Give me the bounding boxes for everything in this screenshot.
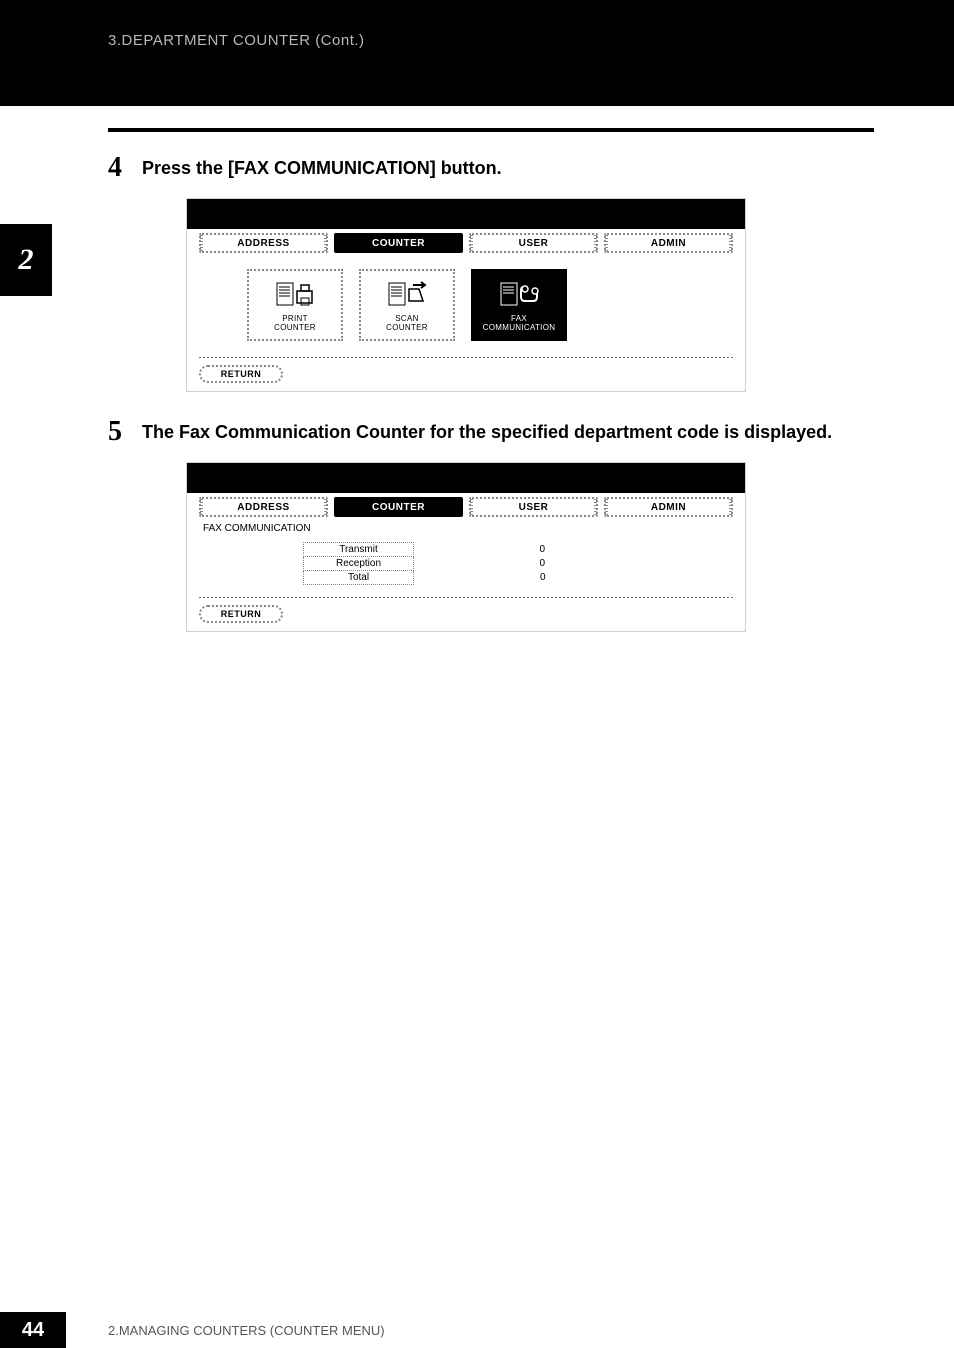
fax-icon <box>497 277 541 311</box>
table-row: Total 0 <box>304 571 554 585</box>
lcd-status-bar <box>187 199 745 229</box>
return-label: RETURN <box>221 609 262 619</box>
tab-user[interactable]: USER <box>469 233 598 253</box>
tab-label: ADDRESS <box>237 502 289 513</box>
tab-admin[interactable]: ADMIN <box>604 233 733 253</box>
step-number: 5 <box>108 416 130 448</box>
return-button[interactable]: RETURN <box>199 605 283 623</box>
row-label: Reception <box>304 557 414 571</box>
header-band: 3.DEPARTMENT COUNTER (Cont.) <box>0 0 954 106</box>
fax-communication-button[interactable]: FAX COMMUNICATION <box>471 269 567 341</box>
tab-counter[interactable]: COUNTER <box>334 233 463 253</box>
tab-label: COUNTER <box>372 238 425 249</box>
chapter-marker: 2 <box>0 224 52 296</box>
icon-row: PRINT COUNTER <box>187 257 745 357</box>
tab-label: ADMIN <box>651 238 686 249</box>
tab-row: ADDRESS COUNTER USER ADMIN <box>187 493 745 521</box>
step-text: Press the [FAX COMMUNICATION] button. <box>142 152 502 180</box>
row-label: Total <box>304 571 414 585</box>
scanner-icon <box>385 277 429 311</box>
footer: 44 2.MANAGING COUNTERS (COUNTER MENU) <box>0 1312 954 1348</box>
step-5: 5 The Fax Communication Counter for the … <box>108 416 874 448</box>
page-number: 44 <box>0 1312 66 1348</box>
row-value: 0 <box>414 543 554 557</box>
tab-label: ADMIN <box>651 502 686 513</box>
chapter-number: 2 <box>19 243 34 277</box>
tab-counter[interactable]: COUNTER <box>334 497 463 517</box>
icon-label: FAX COMMUNICATION <box>483 315 556 333</box>
tab-user[interactable]: USER <box>469 497 598 517</box>
row-value: 0 <box>414 571 554 585</box>
lcd-panel-2: ADDRESS COUNTER USER ADMIN FAX COMMUNICA… <box>186 462 874 632</box>
tab-label: USER <box>519 238 549 249</box>
return-button[interactable]: RETURN <box>199 365 283 383</box>
tab-address[interactable]: ADDRESS <box>199 497 328 517</box>
counter-table: Transmit 0 Reception 0 Total 0 <box>187 538 745 597</box>
tab-label: ADDRESS <box>237 238 289 249</box>
section-label: FAX COMMUNICATION <box>187 521 745 538</box>
tab-admin[interactable]: ADMIN <box>604 497 733 517</box>
table-row: Reception 0 <box>304 557 554 571</box>
scan-counter-button[interactable]: SCAN COUNTER <box>359 269 455 341</box>
tab-row: ADDRESS COUNTER USER ADMIN <box>187 229 745 257</box>
row-label: Transmit <box>304 543 414 557</box>
tab-label: USER <box>519 502 549 513</box>
lcd-status-bar <box>187 463 745 493</box>
printer-icon <box>273 277 317 311</box>
tab-label: COUNTER <box>372 502 425 513</box>
lcd-panel-1: ADDRESS COUNTER USER ADMIN <box>186 198 874 392</box>
section-divider <box>108 128 874 132</box>
table-row: Transmit 0 <box>304 543 554 557</box>
step-4: 4 Press the [FAX COMMUNICATION] button. <box>108 152 874 184</box>
tab-address[interactable]: ADDRESS <box>199 233 328 253</box>
footer-chapter-label: 2.MANAGING COUNTERS (COUNTER MENU) <box>108 1323 385 1338</box>
icon-label: SCAN COUNTER <box>386 315 428 333</box>
print-counter-button[interactable]: PRINT COUNTER <box>247 269 343 341</box>
return-label: RETURN <box>221 369 262 379</box>
breadcrumb: 3.DEPARTMENT COUNTER (Cont.) <box>108 32 365 49</box>
row-value: 0 <box>414 557 554 571</box>
step-text: The Fax Communication Counter for the sp… <box>142 416 832 444</box>
step-number: 4 <box>108 152 130 184</box>
icon-label: PRINT COUNTER <box>274 315 316 333</box>
